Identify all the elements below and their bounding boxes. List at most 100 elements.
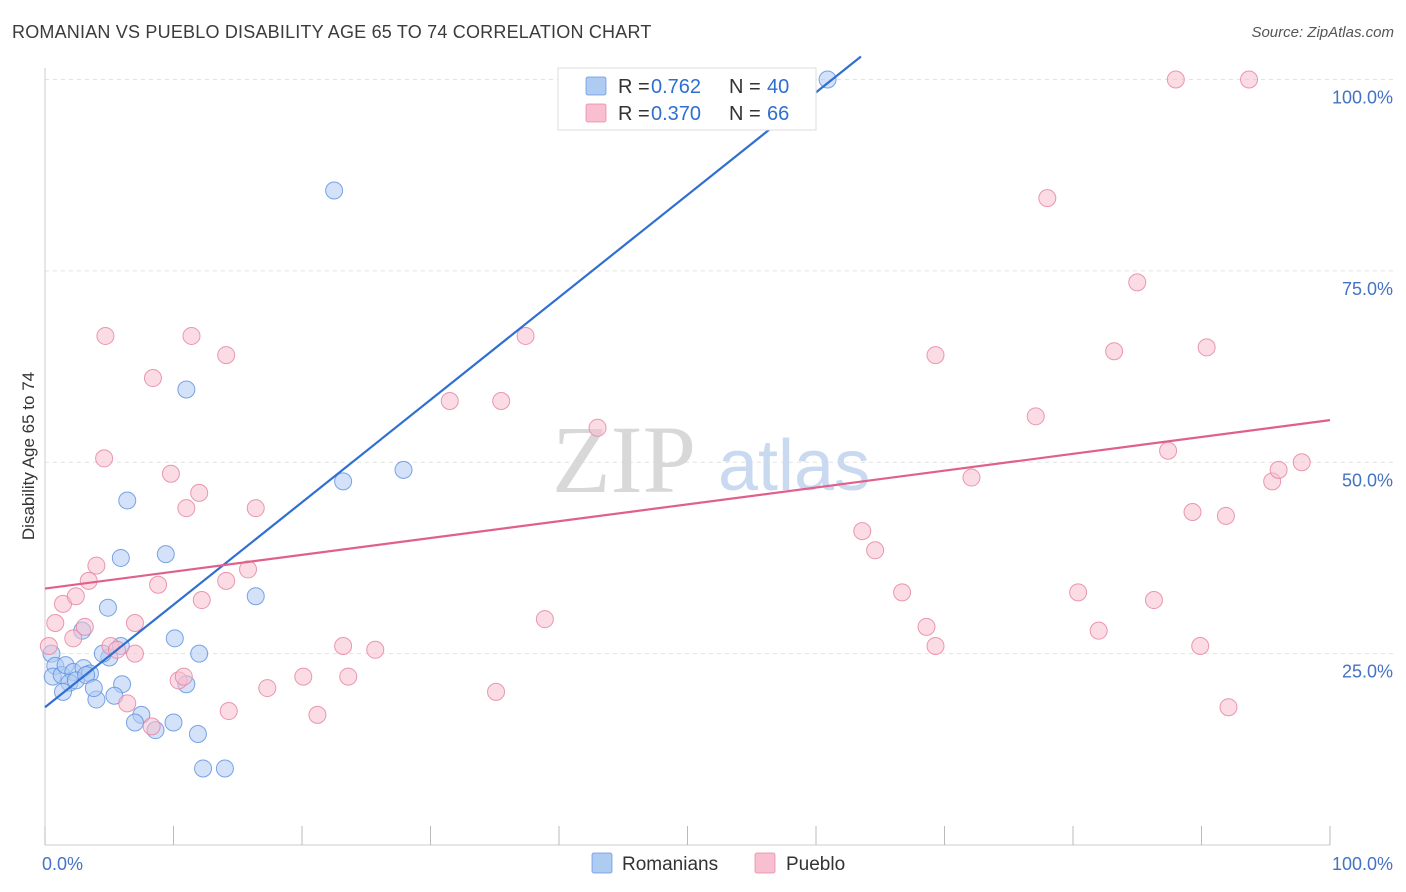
data-point [111, 548, 130, 567]
series-pueblo [39, 70, 1311, 736]
watermark-atlas: atlas [718, 426, 870, 506]
data-point [1219, 698, 1238, 717]
data-point [95, 449, 114, 468]
data-point [1216, 506, 1235, 525]
y-tick-label: 25.0% [1342, 662, 1393, 682]
data-point [258, 679, 277, 698]
data-point [215, 759, 234, 778]
data-point [308, 705, 327, 724]
data-point [516, 326, 535, 345]
legend-r-value-romanians: 0.762 [651, 76, 701, 98]
data-point [39, 636, 58, 655]
data-point [84, 679, 103, 698]
data-point [190, 644, 209, 663]
data-point [853, 522, 872, 541]
data-point [866, 541, 885, 560]
data-point [66, 587, 85, 606]
data-point [96, 326, 115, 345]
data-point [1292, 453, 1311, 472]
data-point [1026, 407, 1045, 426]
data-point [165, 629, 184, 648]
data-point [1166, 70, 1185, 89]
bottom-legend: Romanians Pueblo [591, 852, 845, 875]
data-point [1183, 503, 1202, 522]
data-point [217, 571, 236, 590]
y-axis-label: Disability Age 65 to 74 [19, 372, 38, 540]
data-point [125, 644, 144, 663]
data-point [893, 583, 912, 602]
data-point [118, 491, 137, 510]
legend-r-label-romanians: R = [618, 76, 650, 98]
data-point [1240, 70, 1259, 89]
data-point [588, 418, 607, 437]
data-point [79, 571, 98, 590]
legend-r-value-pueblo: 0.370 [651, 103, 701, 125]
axes [44, 68, 1331, 846]
data-point [325, 181, 344, 200]
data-point [1128, 273, 1147, 292]
chart-title: ROMANIAN VS PUEBLO DISABILITY AGE 65 TO … [12, 22, 652, 42]
data-point [440, 392, 459, 411]
data-point [125, 614, 144, 633]
data-point [1159, 441, 1178, 460]
data-point [142, 717, 161, 736]
data-point [334, 636, 353, 655]
data-point [64, 629, 83, 648]
data-point [125, 713, 144, 732]
bottom-legend-label-pueblo: Pueblo [786, 854, 845, 875]
data-point [1144, 591, 1163, 610]
data-point [294, 667, 313, 686]
bottom-legend-label-romanians: Romanians [622, 854, 718, 875]
legend-swatch-romanians [585, 76, 607, 96]
watermark-zip: ZIP [552, 406, 696, 513]
data-point [1105, 342, 1124, 361]
data-point [192, 591, 211, 610]
data-point [194, 759, 213, 778]
y-tick-label: 100.0% [1332, 88, 1393, 108]
data-point [87, 556, 106, 575]
data-point [46, 614, 65, 633]
data-points [39, 70, 1311, 778]
data-point [339, 667, 358, 686]
data-point [1089, 621, 1108, 640]
data-point [164, 713, 183, 732]
data-point [962, 468, 981, 487]
legend-r-label-pueblo: R = [618, 103, 650, 125]
x-tick-label: 0.0% [42, 854, 83, 874]
legend-n-value-pueblo: 66 [767, 103, 789, 125]
data-point [219, 702, 238, 721]
data-point [161, 464, 180, 483]
data-point [535, 610, 554, 629]
data-point [1038, 189, 1057, 208]
data-point [1269, 460, 1288, 479]
data-point [487, 682, 506, 701]
series-romanians [42, 70, 837, 778]
data-point [190, 483, 209, 502]
y-tick-label: 75.0% [1342, 279, 1393, 299]
data-point [174, 667, 193, 686]
data-point [98, 598, 117, 617]
bottom-legend-swatch-romanians [591, 852, 613, 874]
x-tick-label: 100.0% [1332, 854, 1393, 874]
data-point [1191, 636, 1210, 655]
data-point [246, 587, 265, 606]
trend-line-romanians [44, 55, 862, 709]
y-tick-label: 50.0% [1342, 470, 1393, 490]
tick-labels: 25.0% 50.0% 75.0% 100.0% 0.0% 100.0% [42, 88, 1393, 875]
data-point [926, 636, 945, 655]
data-point [217, 346, 236, 365]
data-point [1069, 583, 1088, 602]
data-point [926, 346, 945, 365]
data-point [75, 617, 94, 636]
bottom-legend-swatch-pueblo [754, 852, 776, 874]
data-point [118, 694, 137, 713]
data-point [366, 640, 385, 659]
data-point [143, 369, 162, 388]
legend-swatch-pueblo [585, 103, 607, 123]
legend: R = 0.762 N = 40 R = 0.370 N = 66 [557, 67, 817, 131]
data-point [177, 499, 196, 518]
data-point [394, 460, 413, 479]
data-point [818, 70, 837, 89]
legend-n-label-romanians: N = [729, 76, 761, 98]
